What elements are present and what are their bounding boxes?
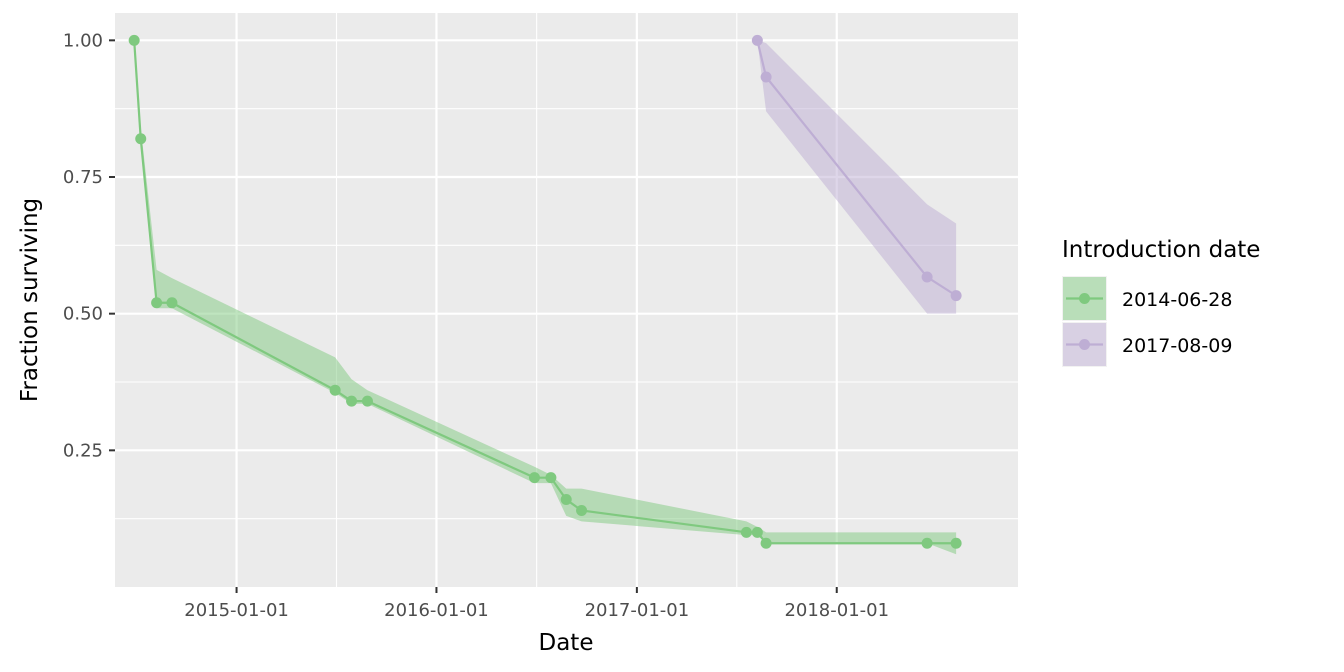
confidence-bands — [134, 40, 957, 555]
data-point — [950, 290, 962, 302]
legend-key-point — [1079, 293, 1090, 304]
data-point — [528, 472, 540, 484]
data-point — [545, 472, 557, 484]
series-points — [128, 34, 962, 549]
y-tick-label: 1.00 — [63, 30, 103, 51]
data-point — [751, 526, 763, 538]
data-point — [950, 537, 962, 549]
confidence-band-2017-08-09 — [757, 40, 957, 314]
data-point — [166, 297, 178, 309]
data-point — [751, 34, 763, 46]
data-point — [760, 71, 772, 83]
series-line-2017-08-09 — [756, 40, 957, 297]
data-point — [361, 395, 373, 407]
data-point — [760, 537, 772, 549]
series-lines — [133, 40, 957, 545]
y-axis-title: Fraction surviving — [17, 198, 43, 402]
data-point — [740, 526, 752, 538]
x-tick-label: 2015-01-01 — [184, 600, 289, 621]
data-point — [346, 395, 358, 407]
data-point — [560, 494, 572, 506]
y-tick-label: 0.75 — [63, 167, 103, 188]
minor-gridlines — [115, 13, 1018, 587]
x-axis-title: Date — [539, 630, 594, 656]
x-tick-label: 2016-01-01 — [384, 600, 489, 621]
y-tick-label: 0.50 — [63, 304, 103, 325]
data-point — [329, 384, 341, 396]
series-line-2014-06-28 — [133, 40, 957, 545]
data-point — [135, 133, 147, 145]
data-point — [151, 297, 163, 309]
data-point — [921, 537, 933, 549]
legend-label: 2017-08-09 — [1122, 335, 1232, 357]
y-tick-label: 0.25 — [63, 440, 103, 461]
legend-label: 2014-06-28 — [1122, 289, 1232, 311]
x-axis: 2015-01-01 2016-01-01 2017-01-01 2018-01-01 — [184, 587, 889, 621]
y-axis: 0.25 0.50 0.75 1.00 — [63, 30, 115, 461]
data-point — [921, 271, 933, 283]
data-point — [576, 504, 588, 516]
major-gridlines — [115, 13, 1018, 587]
x-tick-label: 2017-01-01 — [585, 600, 690, 621]
legend-title: Introduction date — [1062, 237, 1260, 263]
legend: Introduction date 2014-06-28 2017-08-09 — [1062, 237, 1260, 367]
data-point — [128, 34, 140, 46]
x-tick-label: 2018-01-01 — [784, 600, 889, 621]
legend-key-point — [1079, 339, 1090, 350]
